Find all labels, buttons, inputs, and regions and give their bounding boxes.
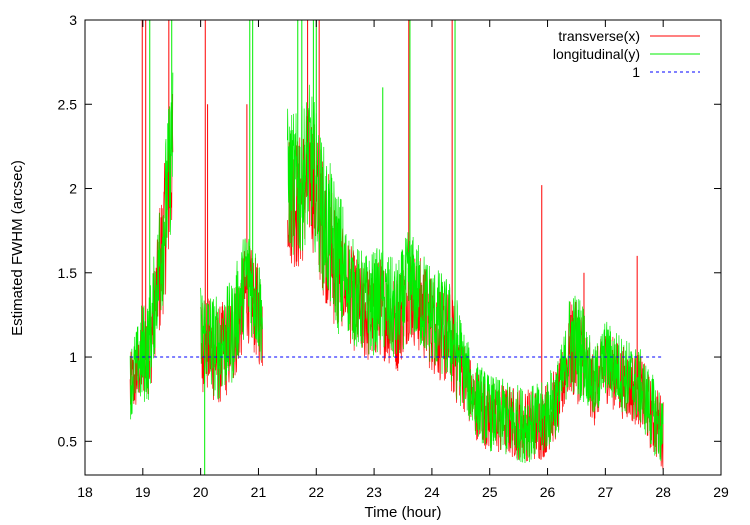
x-tick-label: 20	[193, 484, 209, 500]
x-tick-label: 28	[655, 484, 671, 500]
y-tick-label: 3	[69, 12, 77, 28]
y-tick-label: 0.5	[58, 433, 78, 449]
x-tick-label: 26	[540, 484, 556, 500]
x-tick-label: 21	[251, 484, 267, 500]
x-axis-title: Time (hour)	[365, 504, 442, 521]
legend-label: transverse(x)	[558, 28, 640, 44]
legend-label: 1	[632, 64, 640, 80]
y-tick-label: 1	[69, 349, 77, 365]
y-tick-label: 2	[69, 181, 77, 197]
x-axis: 18 19 20 21 22 23 24 25 26 27 28 29	[77, 20, 729, 500]
legend: transverse(x) longitudinal(y) 1	[553, 28, 700, 80]
x-tick-label: 22	[308, 484, 324, 500]
y-tick-label: 1.5	[58, 265, 78, 281]
x-tick-label: 25	[482, 484, 498, 500]
y-axis-title: Estimated FWHM (arcsec)	[9, 160, 26, 336]
x-tick-label: 18	[77, 484, 93, 500]
series-line-longitudinal	[129, 72, 174, 420]
y-axis: 0.5 1 1.5 2 2.5 3	[58, 12, 721, 449]
x-tick-label: 29	[713, 484, 729, 500]
x-tick-label: 19	[135, 484, 151, 500]
plot-frame	[84, 19, 722, 476]
x-tick-label: 24	[424, 484, 440, 500]
y-tick-label: 2.5	[58, 96, 78, 112]
series-line-longitudinal	[287, 84, 664, 463]
x-tick-label: 23	[366, 484, 382, 500]
plot-series	[129, 20, 664, 475]
x-tick-label: 27	[598, 484, 614, 500]
series-line-transverse	[129, 93, 174, 411]
series-line-longitudinal	[200, 238, 263, 400]
legend-label: longitudinal(y)	[553, 46, 640, 62]
